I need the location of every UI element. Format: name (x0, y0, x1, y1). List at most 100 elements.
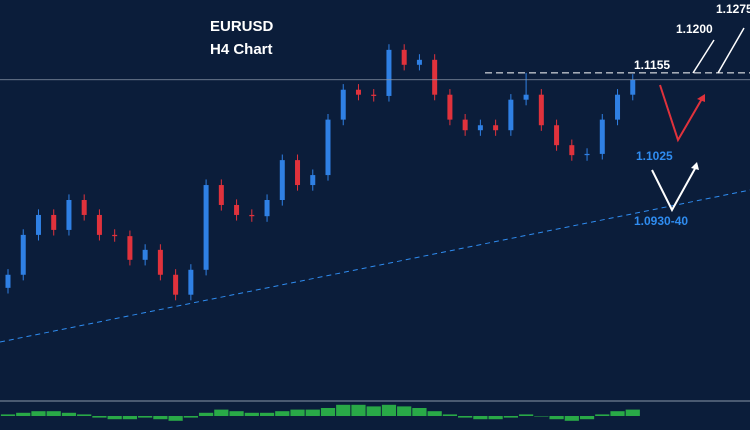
indicator-bar (244, 412, 259, 416)
candle-body (5, 274, 11, 288)
indicator-bar (320, 408, 336, 416)
indicator-bar (351, 404, 366, 416)
indicator-bar (259, 412, 275, 416)
candle-body (371, 94, 377, 96)
arrow (651, 164, 698, 213)
chart-subtitle: H4 Chart (210, 41, 273, 58)
indicator-bar (198, 412, 214, 416)
candle-body (127, 236, 133, 260)
candle-body (416, 59, 422, 65)
candle-body (538, 94, 544, 126)
candle-body (173, 274, 179, 295)
candle-body (142, 249, 148, 260)
plot-area (0, 0, 750, 400)
candle-body (493, 125, 499, 131)
indicator-bar (107, 416, 122, 420)
candle-body (35, 214, 41, 235)
indicator-bar (564, 416, 579, 421)
indicator-bar (458, 416, 473, 418)
indicator-bar (214, 409, 229, 416)
candle-body (112, 234, 118, 237)
candle-body (51, 214, 57, 230)
indicator-bar (427, 411, 442, 416)
indicator-bar (549, 416, 564, 420)
indicator-bar (518, 414, 534, 416)
indicator-bar (488, 416, 503, 420)
indicator-bar (92, 416, 107, 418)
indicator-bar (290, 409, 305, 416)
candle-body (401, 49, 407, 65)
indicator-bar (0, 414, 16, 416)
indicator-bar (534, 416, 549, 417)
candle-body (340, 89, 346, 120)
trend-line (0, 189, 750, 343)
arrow-head (697, 94, 705, 102)
indicator-bar (77, 414, 92, 416)
candle-body (447, 94, 453, 120)
indicator-bar (625, 409, 640, 416)
level-label: 1.1155 (634, 58, 670, 72)
candle-body (523, 94, 529, 100)
indicator-bar (366, 406, 381, 416)
indicator-bar (473, 416, 488, 420)
indicator-bar (183, 416, 198, 418)
indicator-bar (46, 411, 61, 416)
candle-body (477, 125, 483, 131)
indicator-bar (397, 406, 412, 416)
indicator-bar (153, 416, 168, 420)
candle-body (249, 214, 255, 217)
candle-body (630, 79, 636, 95)
indicator-bar (305, 409, 320, 416)
arrow (659, 84, 704, 143)
candle-body (66, 200, 72, 230)
indicator-bar (381, 404, 397, 416)
chart-title: EURUSD (210, 18, 274, 35)
indicator-bar (229, 411, 244, 416)
candle-body (599, 119, 605, 154)
indicator-bar (138, 416, 153, 418)
indicator-bar (595, 414, 610, 416)
level-label: 1.1200 (676, 22, 713, 36)
candle-body (462, 119, 468, 131)
candle-body (279, 160, 285, 200)
indicator-bar (61, 412, 77, 416)
arrow (717, 27, 745, 74)
level-label: 1.1275 (716, 2, 750, 16)
candle-body (355, 89, 361, 95)
indicator-bar (16, 412, 31, 416)
candle-body (310, 175, 316, 186)
indicator-bar (579, 416, 595, 420)
candle-body (81, 200, 87, 215)
candle-body (554, 125, 560, 146)
candle-body (218, 185, 224, 205)
indicator-bar (610, 411, 625, 416)
level-label: 1.1025 (636, 149, 673, 163)
arrow (692, 39, 715, 74)
candle-body (203, 185, 209, 270)
indicator-bar (503, 416, 518, 418)
indicator-bar (412, 408, 427, 416)
arrow-head (691, 162, 699, 170)
indicator-bar (275, 411, 290, 416)
indicator-bar (336, 404, 351, 416)
candle-body (584, 153, 590, 156)
candle-body (295, 160, 301, 186)
candle-body (96, 214, 102, 235)
candle-body (157, 249, 163, 275)
candle-body (569, 145, 575, 156)
candle-body (508, 99, 514, 131)
candle-body (188, 269, 194, 295)
indicator-bar (122, 416, 138, 420)
level-label: 1.0930-40 (634, 214, 688, 228)
candle-body (264, 200, 270, 217)
indicator-bar (442, 414, 458, 416)
indicator-bar (31, 411, 46, 416)
candle-body (615, 94, 621, 120)
candle-body (234, 204, 240, 215)
candle-body (325, 119, 331, 176)
candle-body (432, 59, 438, 95)
candle-body (386, 49, 392, 96)
candle-body (20, 234, 26, 275)
indicator-bar (168, 416, 183, 421)
